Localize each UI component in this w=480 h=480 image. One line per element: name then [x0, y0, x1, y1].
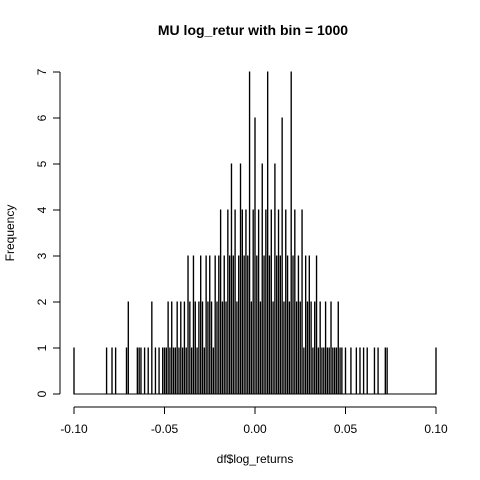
y-tick-label: 4 — [35, 206, 49, 213]
x-tick-label: -0.10 — [60, 422, 88, 436]
y-tick-label: 6 — [35, 114, 49, 121]
y-tick-label: 0 — [35, 390, 49, 397]
y-tick-label: 5 — [35, 160, 49, 167]
y-tick-label: 1 — [35, 344, 49, 351]
y-tick-label: 3 — [35, 252, 49, 259]
x-tick-label: -0.05 — [151, 422, 179, 436]
x-tick-label: 0.05 — [334, 422, 358, 436]
x-tick-label: 0.10 — [424, 422, 448, 436]
y-axis: 0 1 2 3 4 5 6 7 — [35, 68, 61, 397]
histogram-bars — [73, 71, 437, 395]
x-tick-label: 0.00 — [243, 422, 267, 436]
x-axis: -0.10 -0.05 0.00 0.05 0.10 — [60, 406, 448, 436]
x-axis-label: df$log_returns — [217, 452, 294, 466]
y-tick-label: 2 — [35, 298, 49, 305]
y-tick-label: 7 — [35, 68, 49, 75]
y-axis-label: Frequency — [3, 205, 17, 262]
chart-title: MU log_retur with bin = 1000 — [158, 22, 348, 38]
